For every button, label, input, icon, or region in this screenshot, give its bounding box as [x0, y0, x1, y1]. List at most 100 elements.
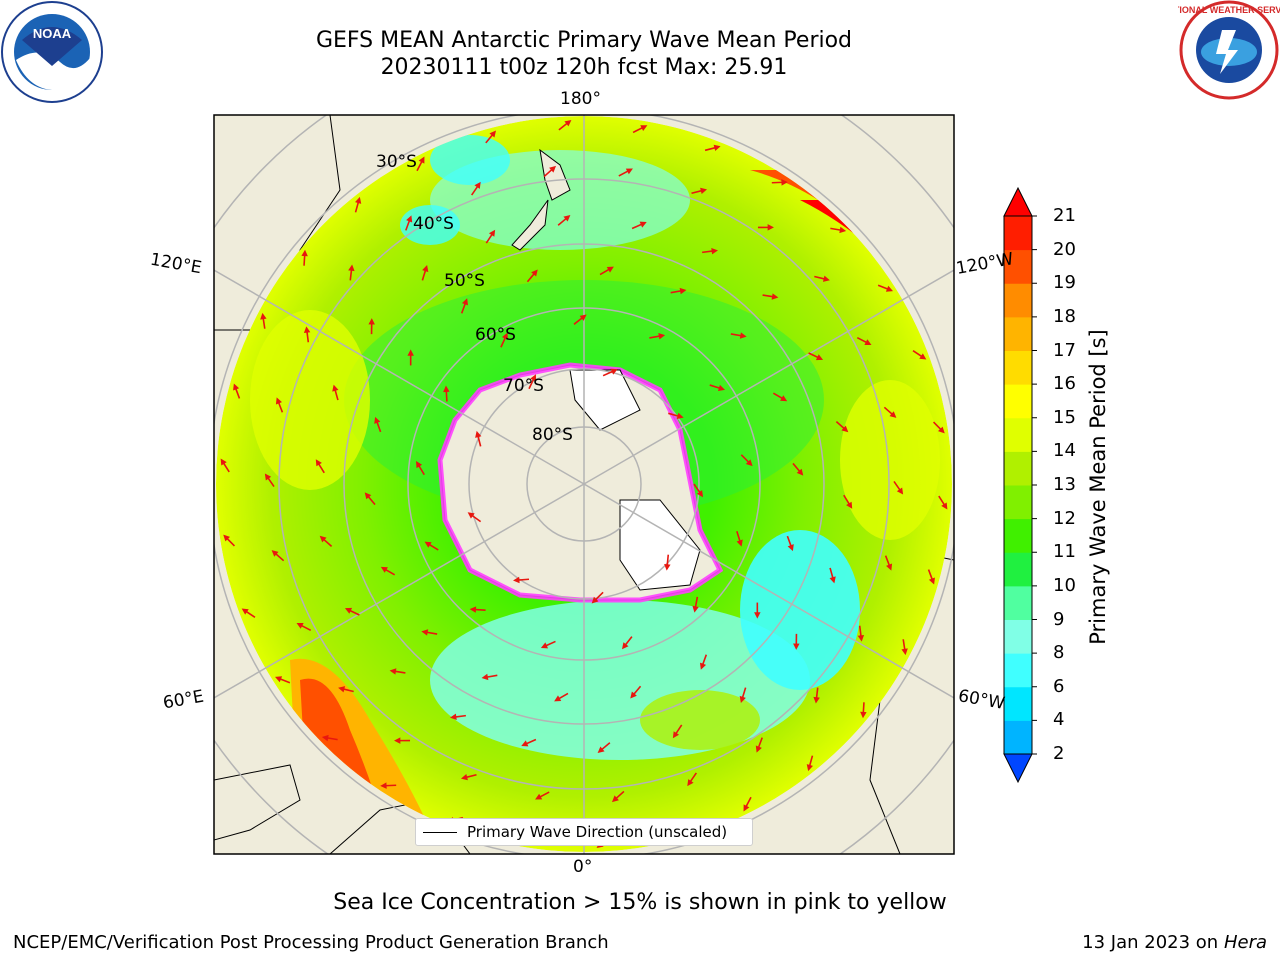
- wave-arrow-head: [806, 764, 813, 772]
- wave-arrow-head: [271, 550, 279, 557]
- noaa-logo-text: NOAA: [33, 26, 72, 41]
- colorbar-bin: [1004, 619, 1032, 654]
- colorbar-min-extension: [1003, 753, 1033, 784]
- wave-arrow-head: [736, 539, 743, 547]
- colorbar-bin: [1004, 350, 1032, 385]
- wave-arrow-head: [696, 490, 704, 498]
- colorbar-tick-label: 10: [1053, 574, 1076, 596]
- map-frame: [213, 114, 955, 855]
- colorbar-tick-label: 21: [1053, 205, 1076, 226]
- colorbar-tick-label: 8: [1053, 642, 1065, 664]
- colorbar-tick-label: 6: [1053, 675, 1065, 697]
- wave-arrow-head: [901, 648, 908, 656]
- colorbar-tick-label: 18: [1053, 305, 1076, 327]
- wave-arrow-head: [755, 745, 762, 753]
- wave-arrow-head: [679, 287, 687, 295]
- wave-arrow-head: [885, 285, 893, 292]
- colorbar-tick-label: 2: [1053, 743, 1065, 764]
- wave-arrow-head: [941, 502, 948, 510]
- wave-arrow-head: [530, 374, 537, 382]
- colorbar: [1003, 186, 1037, 784]
- colorbar-tick-label: 20: [1053, 238, 1076, 260]
- colorbar-tick-label: 19: [1053, 272, 1076, 294]
- colorbar-bin: [1004, 451, 1032, 486]
- wave-arrow-head: [857, 634, 865, 642]
- wave-arrow-head: [233, 383, 240, 391]
- colorbar-tick-label: 13: [1053, 474, 1076, 495]
- wave-arrow-head: [535, 793, 543, 800]
- wave-arrow-head: [418, 156, 425, 164]
- wave-arrow-head: [743, 804, 750, 812]
- wave-arrow-head: [822, 275, 830, 282]
- wave-arrow-head: [264, 473, 272, 481]
- wave-arrow-head: [407, 349, 414, 356]
- wave-arrow-head: [864, 339, 872, 346]
- wave-arrow-head: [796, 468, 804, 476]
- wave-arrow-head: [301, 249, 308, 257]
- wave-arrow-head: [625, 168, 633, 175]
- wave-arrow-head: [692, 605, 699, 613]
- wave-arrow-head: [355, 196, 362, 204]
- wave-arrow-head: [338, 686, 346, 693]
- footer-date: 13 Jan 2023 on Hera: [1082, 932, 1267, 953]
- colorbar-bin: [1004, 686, 1032, 721]
- lon-label-top: 180°: [560, 89, 601, 109]
- wave-arrow-head: [606, 266, 614, 273]
- new-zealand: [539, 148, 571, 201]
- colorbar-bin: [1004, 283, 1032, 318]
- wave-arrow-head: [687, 779, 694, 787]
- wave-arrow-head: [344, 607, 353, 614]
- wave-arrow-head: [754, 612, 761, 619]
- wave-arrow-head: [597, 746, 605, 754]
- wave-arrow-head: [319, 535, 327, 543]
- wave-arrow-head: [394, 737, 401, 744]
- wave-arrow-head: [223, 534, 231, 542]
- wave-arrow-head: [422, 265, 429, 273]
- wave-arrow-head: [421, 629, 429, 636]
- wave-arrow-head: [424, 541, 432, 548]
- wave-arrow-head: [554, 695, 562, 702]
- wave-arrow-head: [321, 734, 329, 742]
- wave-arrow-head: [450, 713, 457, 721]
- wave-arrow-head: [489, 130, 497, 138]
- colorbar-bin: [1004, 216, 1032, 251]
- wave-arrow-head: [275, 397, 282, 405]
- colorbar-tick-label: 4: [1053, 709, 1065, 731]
- lat-label-40s: 40°S: [413, 214, 454, 234]
- wave-arrow-head: [380, 782, 387, 789]
- wave-arrow-head: [781, 179, 788, 186]
- colorbar-bin: [1004, 249, 1032, 284]
- wave-arrow-head: [841, 425, 849, 433]
- colorbar-tick-label: 11: [1053, 541, 1076, 563]
- wave-arrow-head: [260, 312, 267, 320]
- legend-text: Primary Wave Direction (unscaled): [467, 823, 728, 841]
- wave-arrow-head: [937, 426, 945, 434]
- colorbar-tick-label: 14: [1053, 440, 1076, 462]
- wave-arrow-head: [829, 576, 836, 584]
- wave-arrow-head: [713, 144, 721, 152]
- colorbar-bin: [1004, 384, 1032, 419]
- wave-arrow-head: [745, 459, 753, 467]
- wave-arrow-head: [531, 269, 538, 277]
- wave-arrow-head: [622, 642, 629, 650]
- wave-arrow-head: [886, 563, 893, 571]
- wave-arrow-head: [389, 668, 397, 675]
- colorbar-bin: [1004, 585, 1032, 620]
- graticule: [214, 115, 954, 854]
- wave-arrow-head: [813, 696, 820, 704]
- wave-arrow-head: [467, 512, 475, 519]
- colorbar-bin: [1004, 518, 1032, 553]
- lat-label-60s: 60°S: [475, 325, 516, 345]
- wave-arrow-head: [563, 214, 571, 222]
- wave-arrow-head: [475, 430, 482, 438]
- wave-arrow-head: [275, 676, 283, 683]
- wave-arrow-head: [303, 326, 311, 334]
- wave-arrow-head: [676, 412, 684, 420]
- footer-machine: Hera: [1223, 932, 1267, 953]
- wave-arrow-head: [469, 606, 477, 613]
- wave-arrow-head: [699, 662, 707, 670]
- wave-arrow-head: [767, 224, 774, 231]
- wave-arrow-head: [474, 181, 481, 189]
- nws-logo: NATIONAL WEATHER SERVICE: [1178, 0, 1280, 100]
